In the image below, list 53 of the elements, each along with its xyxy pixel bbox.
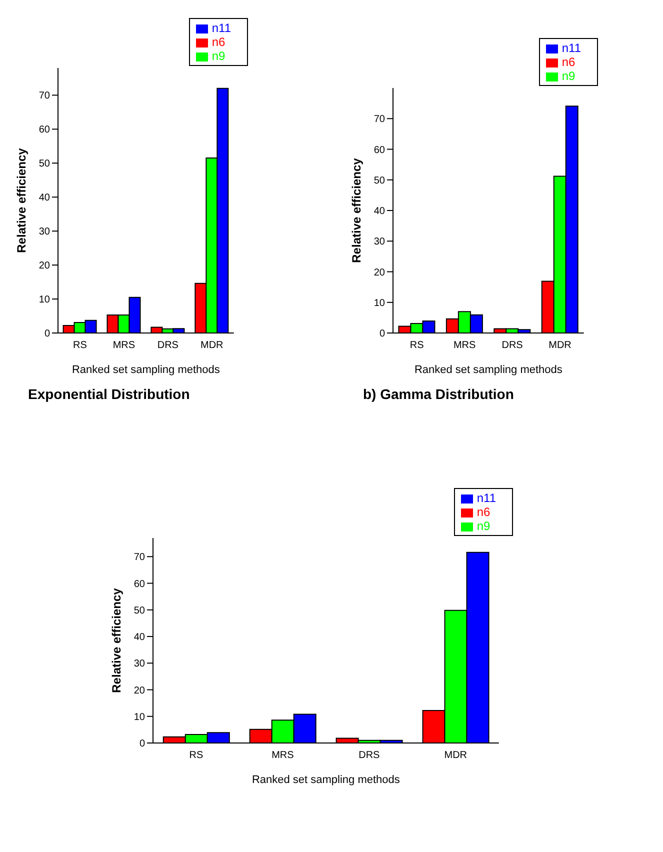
x-tick-label: RS xyxy=(410,340,424,352)
x-axis-title: Ranked set sampling methods xyxy=(252,774,400,786)
y-tick-label: 0 xyxy=(379,328,386,340)
y-tick-label: 10 xyxy=(134,712,146,723)
y-tick-label: 20 xyxy=(38,260,50,272)
y-tick-label: 10 xyxy=(38,294,50,306)
legend-label: n11 xyxy=(212,21,231,35)
x-tick-label: MRS xyxy=(272,750,294,762)
y-axis-title: Relative efficiency xyxy=(349,158,364,263)
x-tick-label: MDR xyxy=(444,750,468,762)
x-tick-label: MDR xyxy=(548,340,572,352)
y-tick-label: 40 xyxy=(38,192,50,204)
y-tick-label: 20 xyxy=(374,267,386,278)
legend-label: n6 xyxy=(212,35,226,49)
x-tick-label: DRS xyxy=(358,750,380,762)
legend-label: n11 xyxy=(562,41,581,55)
x-tick-label: DRS xyxy=(157,340,179,352)
y-tick-label: 60 xyxy=(374,144,386,156)
text: b) Gamma Distribution xyxy=(363,386,515,402)
y-tick-label: 20 xyxy=(134,685,146,696)
y-tick-label: 50 xyxy=(374,175,386,186)
y-tick-label: 30 xyxy=(38,226,50,238)
legend-label: n9 xyxy=(562,69,576,83)
y-tick-label: 0 xyxy=(139,738,146,750)
legend-label: n9 xyxy=(212,49,226,63)
legend-label: n6 xyxy=(476,505,490,519)
legend-label: n9 xyxy=(476,519,490,533)
y-tick-label: 70 xyxy=(38,90,50,102)
x-tick-label: DRS xyxy=(502,340,524,352)
y-tick-label: 10 xyxy=(374,298,386,309)
y-tick-label: 30 xyxy=(134,658,146,670)
legend-label: n11 xyxy=(476,491,496,505)
x-tick-label: MRS xyxy=(453,340,476,352)
x-axis-title: Ranked set sampling methods xyxy=(414,364,563,376)
y-axis-title: Relative efficiency xyxy=(14,148,28,253)
x-axis-title: Ranked set sampling methods xyxy=(72,364,220,376)
y-tick-label: 60 xyxy=(38,124,50,136)
x-tick-label: MRS xyxy=(112,340,136,352)
y-tick-label: 70 xyxy=(374,114,386,126)
y-tick-label: 50 xyxy=(38,158,50,170)
y-axis-title: Relative efficiency xyxy=(109,588,124,693)
y-tick-label: 60 xyxy=(134,578,146,590)
text: Exponential Distribution xyxy=(28,386,191,402)
y-tick-label: 40 xyxy=(134,632,146,644)
y-tick-label: 50 xyxy=(134,605,146,616)
y-tick-label: 40 xyxy=(374,206,386,218)
x-tick-label: MDR xyxy=(200,340,224,352)
x-tick-label: RS xyxy=(73,340,88,352)
y-tick-label: 0 xyxy=(44,328,50,340)
x-tick-label: RS xyxy=(189,750,204,762)
y-tick-label: 30 xyxy=(374,236,386,248)
y-tick-label: 70 xyxy=(134,552,146,564)
legend-label: n6 xyxy=(562,55,576,69)
